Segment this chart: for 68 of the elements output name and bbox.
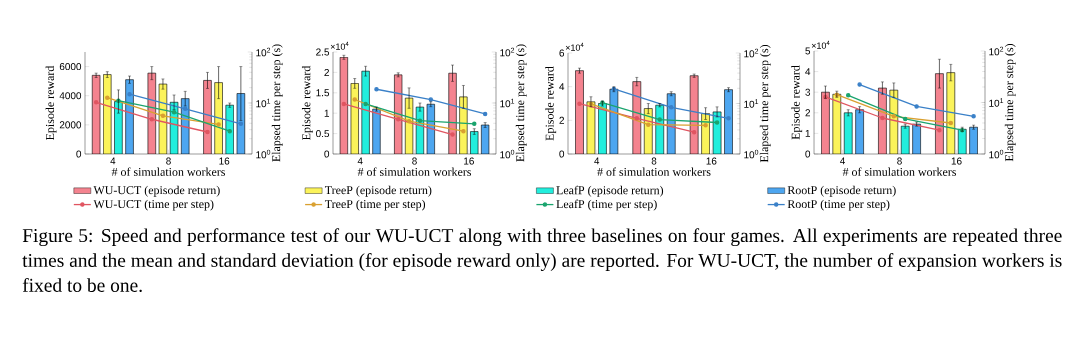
y2-tick-label: 10$^{2}$	[500, 47, 515, 57]
y2-tick-label: 10$^{2}$	[744, 48, 759, 58]
x-tick-label: 8	[412, 157, 417, 165]
legend-label: LeafP (time per step)	[556, 199, 657, 211]
x-tick-label: 4	[839, 157, 845, 165]
y-axis-title: Episode reward	[791, 65, 803, 140]
y2-tick-label: 10$^{1}$	[989, 98, 1004, 107]
x-axis-title: # of simulation workers	[597, 167, 711, 176]
text: ×10$^{4}$	[565, 42, 584, 51]
x-axis-title: # of simulation workers	[357, 167, 472, 176]
y-tick-label: 1	[805, 129, 811, 137]
y2-tick-label: 10$^{0}$	[500, 149, 515, 159]
y-tick-label: 2	[559, 116, 564, 124]
y-tick-label: 2	[324, 68, 329, 76]
y-tick-label: 1	[324, 109, 330, 117]
y-tick-label: 5	[805, 47, 811, 55]
text: ×10$^{4}$	[811, 40, 830, 49]
legend-label: WU-UCT (episode return)	[93, 185, 220, 197]
x-tick-label: 16	[464, 157, 474, 165]
x-tick-label: 4	[110, 157, 116, 165]
text: ×10$^{4}$	[330, 41, 349, 50]
y-tick-label: 3	[805, 88, 811, 96]
x-tick-label: 8	[897, 157, 902, 165]
y-tick-label: 0.5	[316, 130, 330, 138]
x-axis-title: # of simulation workers	[111, 167, 226, 176]
x-tick-label: 4	[594, 157, 600, 165]
x-tick-label: 4	[357, 157, 363, 165]
y-tick-label: 2	[805, 109, 810, 117]
legend-label: WU-UCT (time per step)	[93, 199, 214, 211]
y2-tick-label: 10$^{0}$	[744, 149, 759, 159]
y-tick-label: 0	[324, 150, 330, 158]
y2-tick-label: 10$^{1}$	[500, 98, 515, 108]
y-tick-label: 0	[559, 150, 565, 158]
x-tick-label: 8	[166, 157, 171, 165]
y-tick-label: 4	[805, 68, 811, 76]
x-tick-label: 16	[951, 157, 962, 165]
y-tick-label: 0	[805, 150, 811, 158]
y2-tick-label: 10$^{2}$	[256, 47, 271, 57]
y-tick-label: 2.5	[316, 48, 330, 56]
legend-label: TreeP (episode return)	[324, 185, 432, 197]
y-axis-title: Episode reward	[545, 66, 557, 141]
y-axis-title: Episode reward	[301, 65, 313, 140]
y2-tick-label: 10$^{1}$	[256, 98, 271, 108]
y2-tick-label: 10$^{0}$	[256, 149, 271, 159]
y2-axis-title: Elapsed time per step (s)	[515, 44, 527, 162]
legend-label: RootP (episode return)	[787, 185, 896, 197]
y2-tick-label: 10$^{2}$	[989, 46, 1004, 56]
y-tick-label: 1.5	[316, 89, 330, 97]
y2-axis-title: Elapsed time per step (s)	[271, 44, 283, 162]
y-tick-label: 0	[76, 150, 82, 158]
y2-axis-title: Elapsed time per step (s)	[1004, 43, 1016, 162]
y-tick-label: 2000	[59, 121, 82, 129]
legend-label: TreeP (time per step)	[324, 199, 426, 211]
x-tick-label: 16	[706, 157, 717, 165]
y2-tick-label: 10$^{1}$	[744, 99, 759, 108]
legend-label: LeafP (episode return)	[556, 185, 664, 197]
legend-label: RootP (time per step)	[787, 199, 890, 211]
y-tick-label: 6000	[59, 63, 82, 71]
x-tick-label: 8	[651, 157, 657, 165]
x-axis-title: # of simulation workers	[842, 167, 957, 176]
caption: Figure 5: Speed and performance test of our WU-UCT along with three baselines on four games. All experiments are repeated three times and the mean and standard deviation (for episode reward only) are reported. For WU-UCT, the number of expansion workers is fixed to be one.	[22, 228, 1062, 292]
y-tick-label: 4000	[59, 92, 82, 100]
x-tick-label: 16	[219, 157, 230, 165]
y-axis-title: Episode reward	[45, 65, 57, 140]
y2-axis-title: Elapsed time per step (s)	[759, 44, 771, 163]
y2-tick-label: 10$^{0}$	[989, 149, 1004, 159]
y-tick-label: 6	[559, 49, 565, 57]
y-tick-label: 4	[559, 83, 565, 91]
